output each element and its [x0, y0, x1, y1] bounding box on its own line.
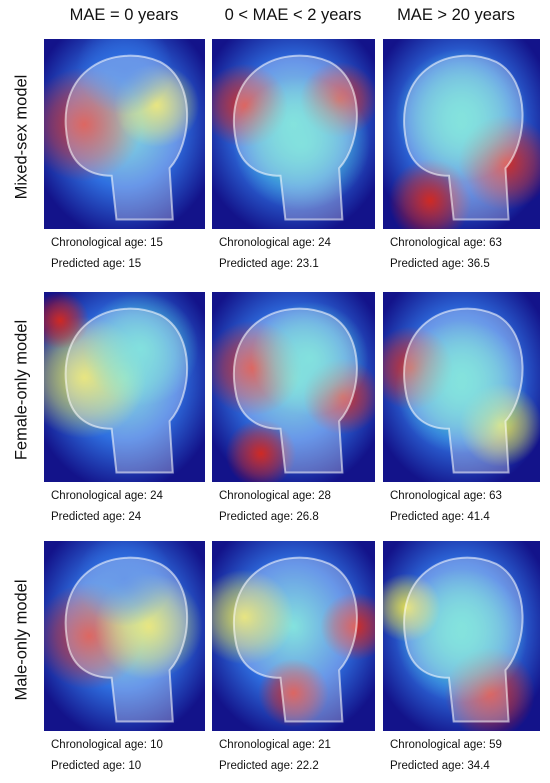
- chronological-age: Chronological age: 28: [219, 490, 331, 502]
- age-caption: Chronological age: 21 Predicted age: 22.2: [219, 735, 331, 777]
- heatmap-overlay: [383, 292, 540, 482]
- age-caption: Chronological age: 63 Predicted age: 36.5: [390, 233, 502, 275]
- column-header-mae-0-2: 0 < MAE < 2 years: [224, 6, 362, 24]
- heatmap-overlay: [44, 292, 205, 482]
- row-label-mixed-sex: Mixed-sex model: [12, 74, 31, 200]
- row-label-female-only: Female-only model: [12, 319, 31, 461]
- heatmap-panel: [212, 541, 375, 731]
- predicted-age: Predicted age: 23.1: [219, 258, 319, 270]
- heatmap-overlay: [383, 39, 540, 229]
- predicted-age: Predicted age: 36.5: [390, 258, 490, 270]
- chronological-age: Chronological age: 59: [390, 739, 502, 751]
- chronological-age: Chronological age: 24: [51, 490, 163, 502]
- predicted-age: Predicted age: 10: [51, 760, 142, 772]
- heatmap-panel: [212, 292, 375, 482]
- heatmap-panel: [212, 39, 375, 229]
- age-caption: Chronological age: 28 Predicted age: 26.8: [219, 486, 331, 528]
- column-header-mae-20: MAE > 20 years: [397, 6, 515, 24]
- row-label-male-only: Male-only model: [12, 579, 31, 701]
- column-header-mae-0: MAE = 0 years: [69, 6, 179, 24]
- heatmap-panel: [383, 541, 540, 731]
- chronological-age: Chronological age: 63: [390, 237, 502, 249]
- age-caption: Chronological age: 59 Predicted age: 34.4: [390, 735, 502, 777]
- heatmap-overlay: [212, 292, 375, 482]
- heatmap-panel: [44, 541, 205, 731]
- heatmap-overlay: [44, 39, 205, 229]
- predicted-age: Predicted age: 41.4: [390, 511, 490, 523]
- predicted-age: Predicted age: 24: [51, 511, 142, 523]
- chronological-age: Chronological age: 15: [51, 237, 163, 249]
- chronological-age: Chronological age: 21: [219, 739, 331, 751]
- chronological-age: Chronological age: 10: [51, 739, 163, 751]
- heatmap-overlay: [212, 541, 375, 731]
- age-caption: Chronological age: 10 Predicted age: 10: [51, 735, 163, 777]
- predicted-age: Predicted age: 26.8: [219, 511, 319, 523]
- heatmap-panel: [383, 39, 540, 229]
- predicted-age: Predicted age: 34.4: [390, 760, 490, 772]
- heatmap-overlay: [44, 541, 205, 731]
- chronological-age: Chronological age: 24: [219, 237, 331, 249]
- age-caption: Chronological age: 63 Predicted age: 41.4: [390, 486, 502, 528]
- age-caption: Chronological age: 24 Predicted age: 23.1: [219, 233, 331, 275]
- heatmap-overlay: [212, 39, 375, 229]
- heatmap-overlay: [383, 541, 540, 731]
- age-caption: Chronological age: 24 Predicted age: 24: [51, 486, 163, 528]
- heatmap-panel: [44, 292, 205, 482]
- predicted-age: Predicted age: 22.2: [219, 760, 319, 772]
- heatmap-panel: [44, 39, 205, 229]
- chronological-age: Chronological age: 63: [390, 490, 502, 502]
- age-caption: Chronological age: 15 Predicted age: 15: [51, 233, 163, 275]
- predicted-age: Predicted age: 15: [51, 258, 142, 270]
- heatmap-panel: [383, 292, 540, 482]
